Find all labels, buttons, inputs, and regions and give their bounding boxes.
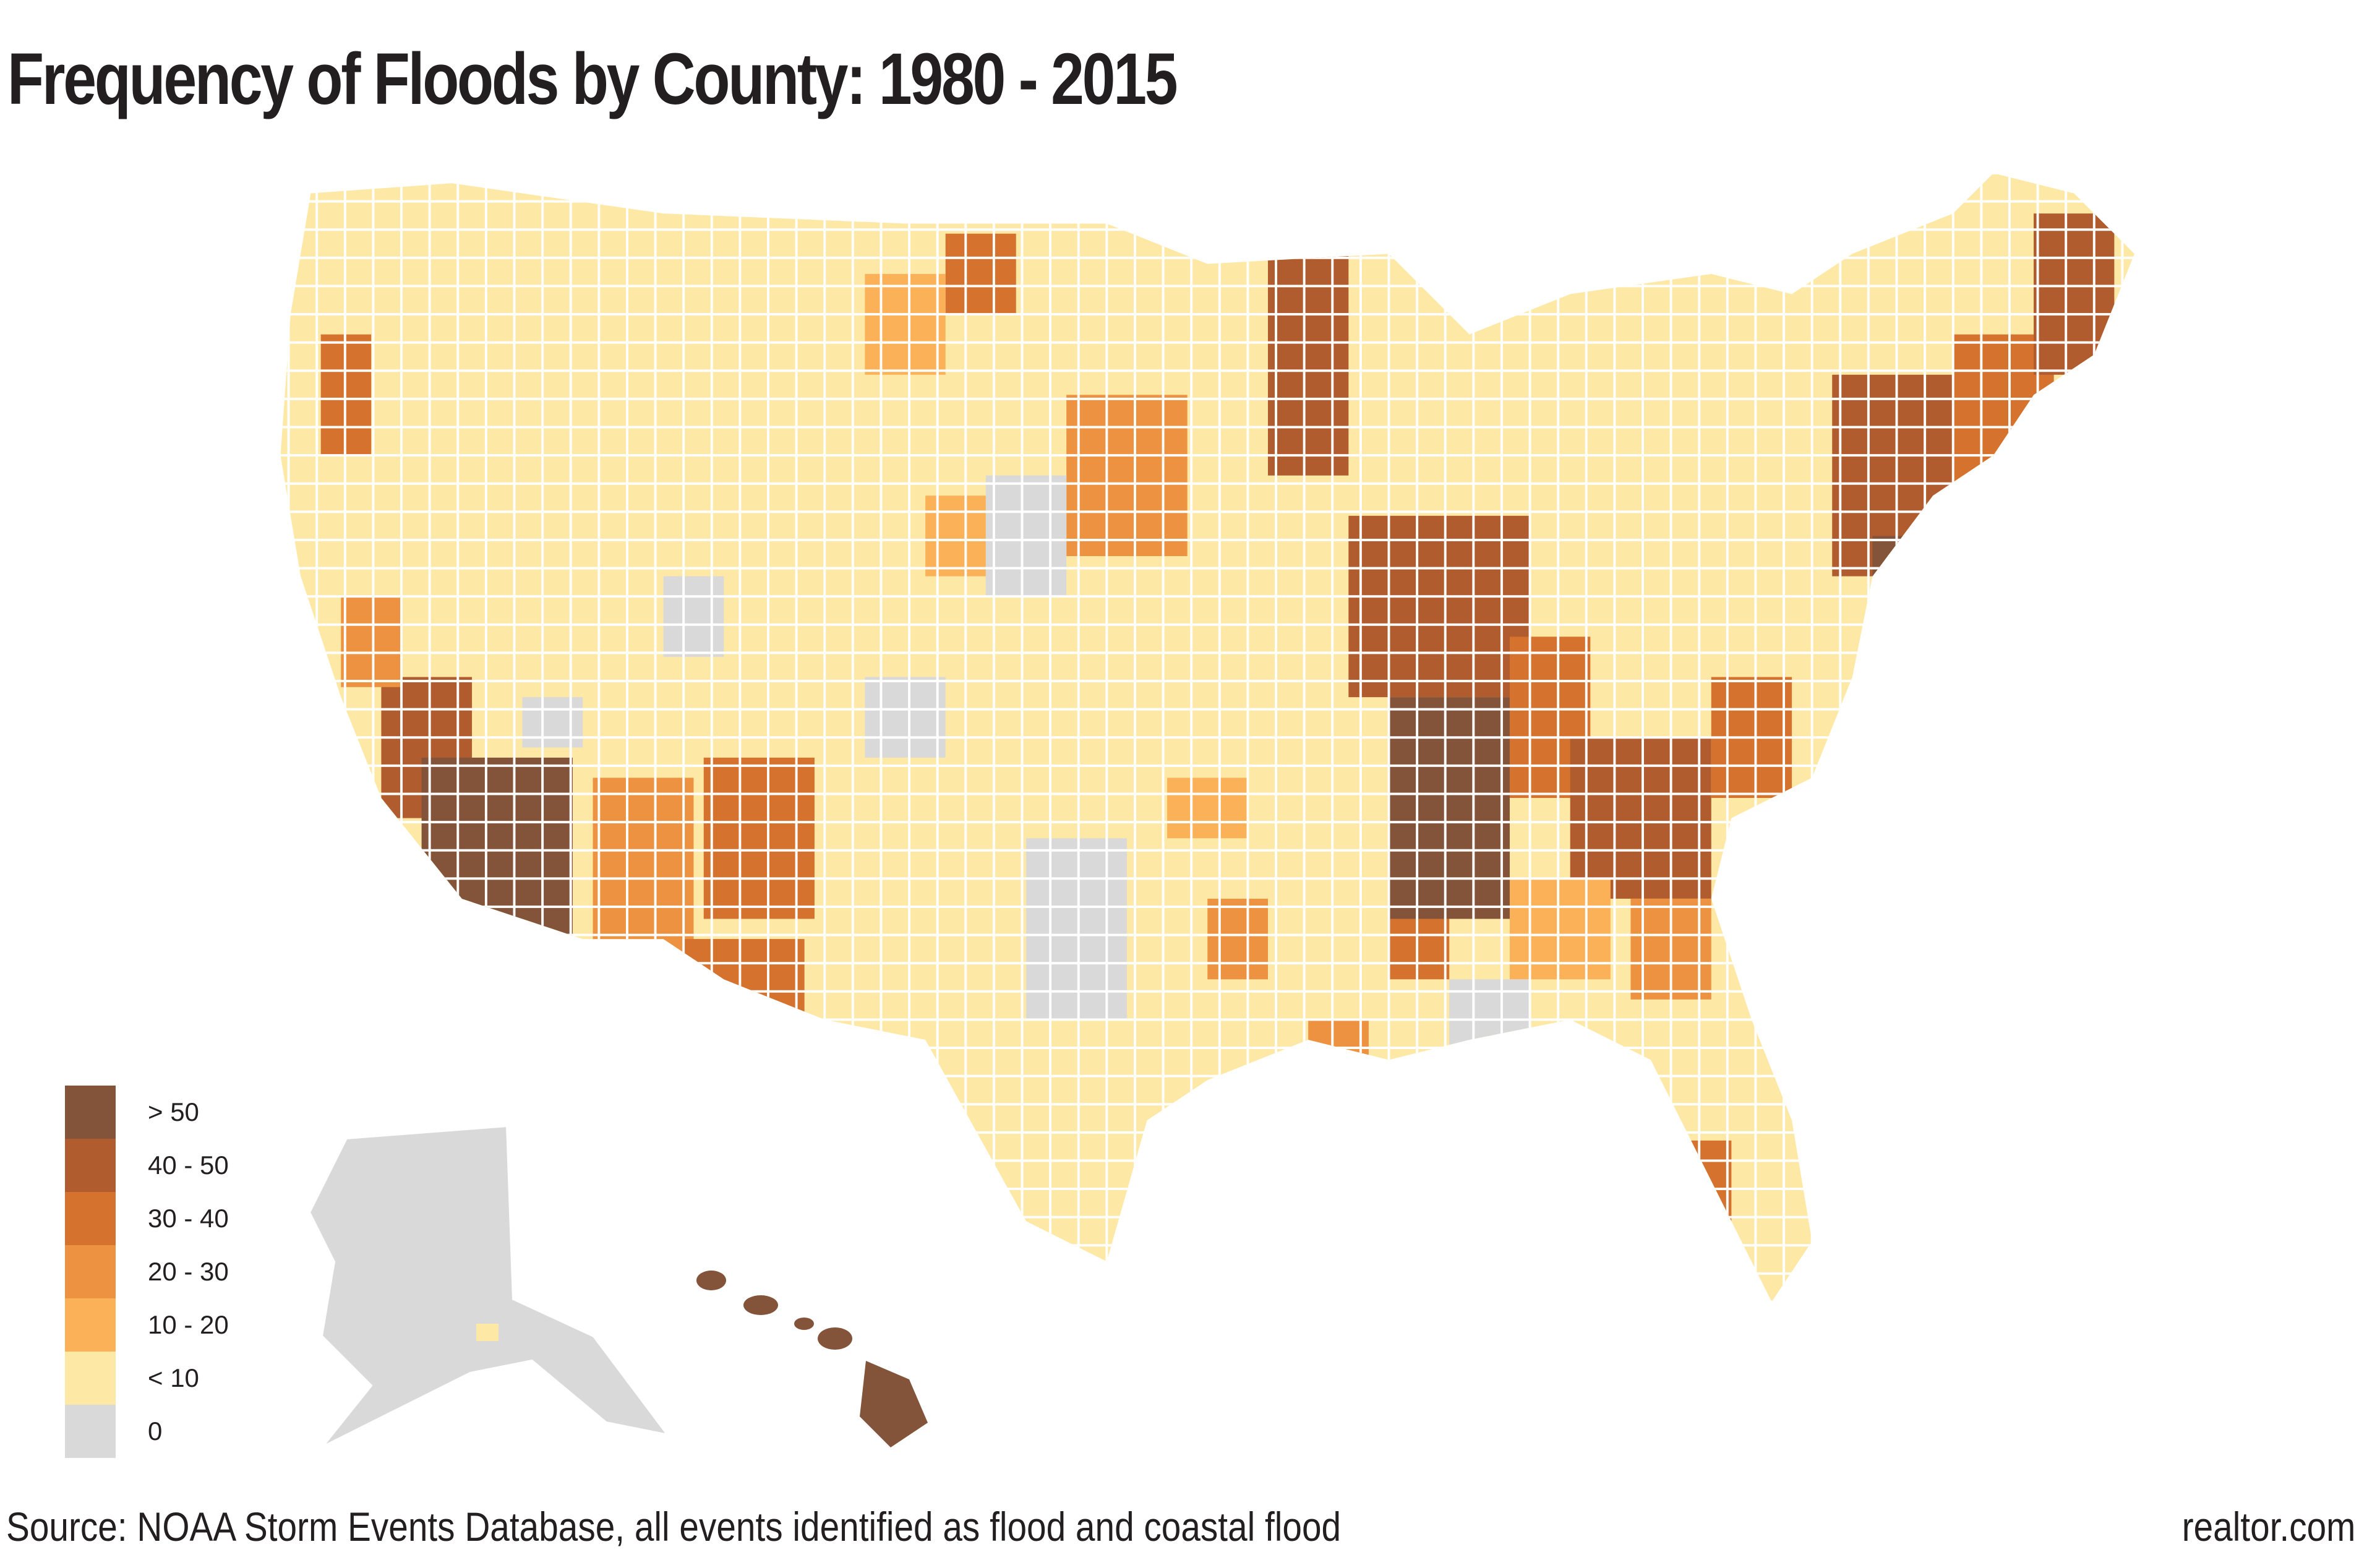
alaska-inset: [307, 1124, 671, 1449]
hawaii-inset: [696, 1271, 928, 1447]
map-title: Frequency of Floods by County: 1980 - 20…: [7, 38, 1178, 120]
legend-label: 20 - 30: [148, 1257, 229, 1286]
legend-label: 40 - 50: [148, 1151, 229, 1180]
legend-item: 10 - 20: [65, 1298, 229, 1352]
legend-swatch: [65, 1192, 116, 1245]
legend-swatch: [65, 1298, 116, 1352]
legend-item: 40 - 50: [65, 1139, 229, 1192]
source-note: Source: NOAA Storm Events Database, all …: [6, 1504, 1342, 1549]
legend-label: 30 - 40: [148, 1204, 229, 1233]
legend-item: < 10: [65, 1352, 229, 1405]
us-county-flood-map: [280, 173, 2134, 1302]
legend-label: 10 - 20: [148, 1310, 229, 1339]
legend-swatch: [65, 1139, 116, 1192]
legend-label: > 50: [148, 1097, 199, 1126]
legend-swatch: [65, 1405, 116, 1458]
legend-item: > 50: [65, 1086, 229, 1139]
legend-swatch: [65, 1086, 116, 1139]
legend-label: 0: [148, 1416, 163, 1446]
legend-item: 0: [65, 1405, 229, 1458]
legend-swatch: [65, 1245, 116, 1298]
brand-label: realtor.com: [2181, 1504, 2355, 1549]
legend-item: 20 - 30: [65, 1245, 229, 1298]
map-legend: > 50 40 - 50 30 - 40 20 - 30 10 - 20 < 10 0: [65, 1086, 229, 1458]
legend-item: 30 - 40: [65, 1192, 229, 1245]
legend-label: < 10: [148, 1363, 199, 1392]
legend-swatch: [65, 1352, 116, 1405]
